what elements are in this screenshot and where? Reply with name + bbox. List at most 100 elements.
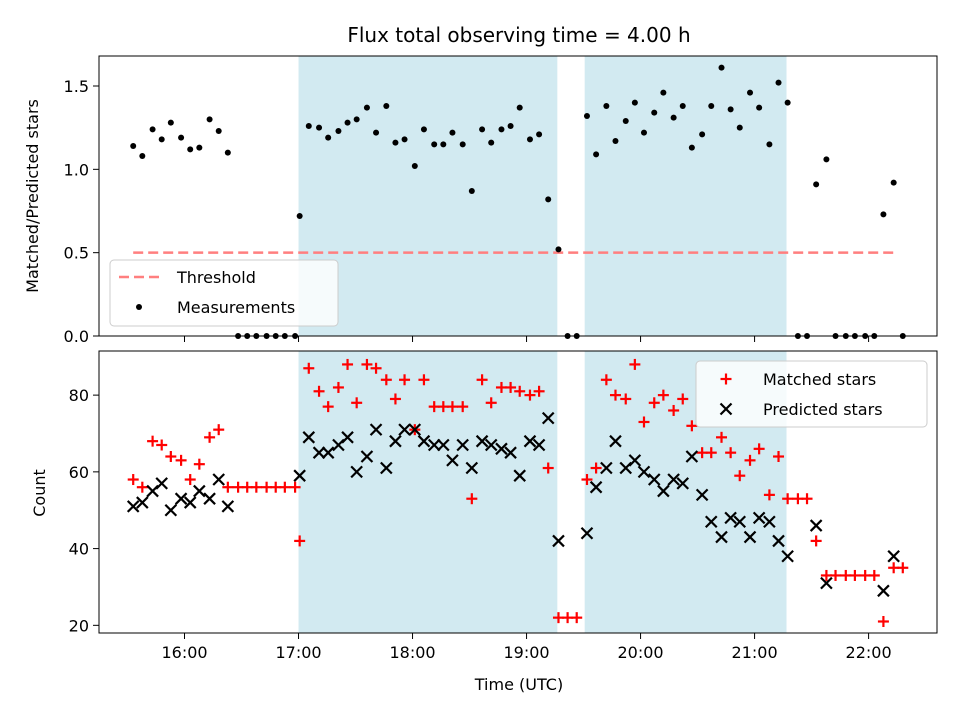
- bottom-xtick-label: 19:00: [503, 643, 549, 662]
- measurement-point: [736, 124, 743, 131]
- measurement-point: [139, 153, 146, 159]
- measurement-point: [699, 131, 706, 138]
- matched-star-point: [418, 374, 430, 386]
- measurement-point: [325, 134, 332, 141]
- matched-star-point: [609, 389, 621, 401]
- predicted-star-point: [685, 450, 699, 463]
- predicted-star-point: [484, 438, 498, 452]
- matched-star-point: [590, 462, 602, 474]
- top-legend-box: [109, 259, 339, 327]
- measurement-point: [130, 143, 137, 149]
- bottom-xtick-label: 17:00: [275, 643, 321, 662]
- predicted-star-point: [164, 503, 178, 517]
- measurement-point: [507, 123, 514, 129]
- matched-star-point: [753, 443, 765, 455]
- matched-star-point: [571, 612, 583, 624]
- measurement-point: [411, 163, 418, 169]
- matched-star-point: [849, 569, 861, 581]
- predicted-star-point: [628, 454, 642, 467]
- ratio-panel: 0.0 0.5 1.0 1.5 Matched/Predicted stars Thr…: [23, 55, 938, 346]
- predicted-star-point: [155, 477, 168, 490]
- measurement-point: [215, 128, 222, 134]
- predicted-star-point: [733, 515, 747, 529]
- top-band-0: [298, 56, 558, 336]
- predicted-star-point: [887, 549, 900, 563]
- measurement-point: [178, 134, 185, 141]
- predicted-star-point: [541, 411, 555, 425]
- measurement-point: [555, 246, 562, 253]
- measurement-point: [679, 103, 686, 109]
- matched-star-point: [279, 481, 291, 493]
- measurement-point: [880, 211, 887, 218]
- measurement-point: [479, 126, 486, 133]
- measurement-point: [401, 136, 408, 143]
- matched-star-point: [801, 493, 813, 505]
- matched-star-point: [156, 439, 168, 451]
- bottom-ytick-label: 40: [69, 540, 89, 559]
- measurement-point: [651, 109, 658, 116]
- measurement-point: [420, 126, 427, 133]
- top-axes-frame: [98, 55, 938, 337]
- predicted-star-point: [302, 431, 316, 444]
- measurement-point: [775, 79, 782, 86]
- predicted-star-point: [465, 461, 479, 475]
- measurement-point: [516, 104, 523, 111]
- predicted-star-point: [667, 473, 680, 486]
- matched-star-point: [370, 362, 382, 374]
- matched-star-point: [668, 404, 680, 416]
- measurement-point: [373, 129, 380, 136]
- matched-star-point: [830, 569, 842, 581]
- measurement-point: [449, 129, 456, 136]
- matched-star-point: [581, 474, 593, 486]
- predicted-star-point: [495, 442, 508, 456]
- count-points: [126, 358, 909, 627]
- measurement-point: [813, 181, 820, 188]
- measurement-point: [305, 123, 312, 129]
- matched-star-point: [399, 374, 411, 386]
- predicted-star-point: [203, 492, 216, 505]
- predicted-star-point: [504, 446, 517, 459]
- matched-star-point: [213, 424, 225, 436]
- predicted-star-point: [704, 515, 718, 529]
- predicted-star-point: [193, 484, 206, 498]
- matched-star-point: [648, 397, 660, 409]
- matched-star-point: [782, 493, 794, 505]
- bottom-xtick-label: 21:00: [732, 643, 778, 662]
- legend-measurement-swatch: [136, 304, 142, 310]
- matched-star-point: [620, 393, 632, 405]
- measurement-point: [660, 89, 667, 96]
- predicted-star-point: [389, 434, 402, 448]
- predicted-star-point: [321, 446, 335, 459]
- measurement-point: [344, 119, 351, 126]
- measurement-point: [316, 124, 323, 131]
- predicted-star-point: [398, 423, 411, 436]
- bottom-xtick-label: 16:00: [161, 643, 207, 662]
- predicted-star-point: [341, 431, 354, 444]
- bottom-legend: Matched stars Predicted stars: [695, 360, 928, 428]
- predicted-star-point: [609, 434, 622, 448]
- predicted-star-point: [820, 576, 833, 590]
- matched-star-point: [686, 420, 698, 432]
- predicted-star-point: [446, 454, 459, 467]
- matched-star-point: [638, 416, 650, 428]
- measurement-point: [622, 118, 629, 124]
- measurement-points: [130, 64, 906, 339]
- predicted-star-point: [752, 511, 766, 525]
- legend-threshold-label: Threshold: [176, 268, 256, 287]
- top-y-ticks: 0.0 0.5 1.0 1.5: [64, 77, 99, 346]
- predicted-star-point: [475, 434, 489, 448]
- measurement-point: [718, 64, 725, 71]
- measurement-point: [631, 99, 638, 106]
- measurement-point: [784, 99, 791, 106]
- predicted-star-point: [657, 484, 670, 498]
- matched-star-point: [313, 385, 325, 397]
- predicted-star-point: [695, 488, 709, 502]
- top-ytick-label: 1.5: [64, 77, 89, 96]
- measurement-point: [440, 141, 447, 148]
- x-axis-label: Time (UTC): [474, 675, 563, 694]
- matched-star-point: [351, 397, 363, 409]
- measurement-point: [727, 106, 734, 113]
- legend-predicted-label: Predicted stars: [763, 400, 883, 419]
- predicted-star-point: [350, 465, 363, 479]
- matched-star-point: [147, 435, 159, 447]
